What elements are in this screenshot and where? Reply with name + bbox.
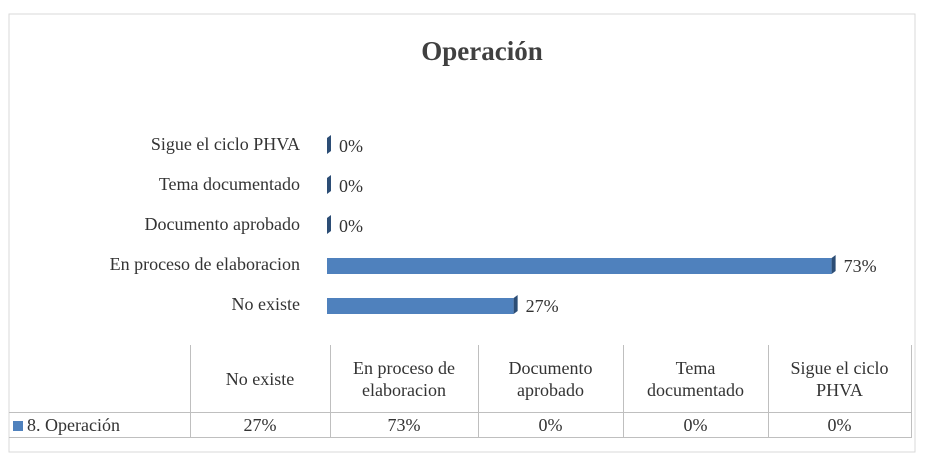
data-table: No existe En proceso de elaboracion Docume… <box>9 345 912 438</box>
bar-edge <box>831 255 836 274</box>
data-label: 0% <box>339 216 363 236</box>
table-value: 73% <box>329 412 479 438</box>
data-label: 27% <box>526 296 559 316</box>
data-label: 0% <box>339 176 363 196</box>
table-value: 0% <box>622 412 769 438</box>
legend-cell: 8. Operación <box>9 412 191 438</box>
chart-title: Operación <box>421 36 543 66</box>
table-value: 27% <box>189 412 331 438</box>
data-label: 73% <box>844 256 877 276</box>
y-tick-label: Sigue el ciclo PHVA <box>151 134 300 154</box>
bar <box>327 298 514 314</box>
table-header: Tema documentado <box>622 345 769 413</box>
bar-edge <box>327 215 331 234</box>
table-corner <box>9 345 190 413</box>
table-header: Documento aprobado <box>477 345 624 413</box>
legend-swatch <box>13 421 23 431</box>
table-value: 0% <box>767 412 912 438</box>
table-header: Sigue el ciclo PHVA <box>767 345 912 413</box>
y-tick-label: En proceso de elaboracion <box>110 254 300 274</box>
table-header: En proceso de elaboracion <box>329 345 479 413</box>
y-tick-label: No existe <box>232 294 300 314</box>
y-tick-label: Tema documentado <box>159 174 300 194</box>
bar <box>327 258 832 274</box>
bar-edge <box>327 135 331 154</box>
table-value: 0% <box>477 412 624 438</box>
y-tick-label: Documento aprobado <box>145 214 300 234</box>
chart-frame <box>8 13 916 453</box>
legend-label: 8. Operación <box>27 415 120 435</box>
bar-edge <box>327 175 331 194</box>
table-header: No existe <box>189 345 331 413</box>
bar-edge <box>513 295 518 314</box>
data-label: 0% <box>339 136 363 156</box>
